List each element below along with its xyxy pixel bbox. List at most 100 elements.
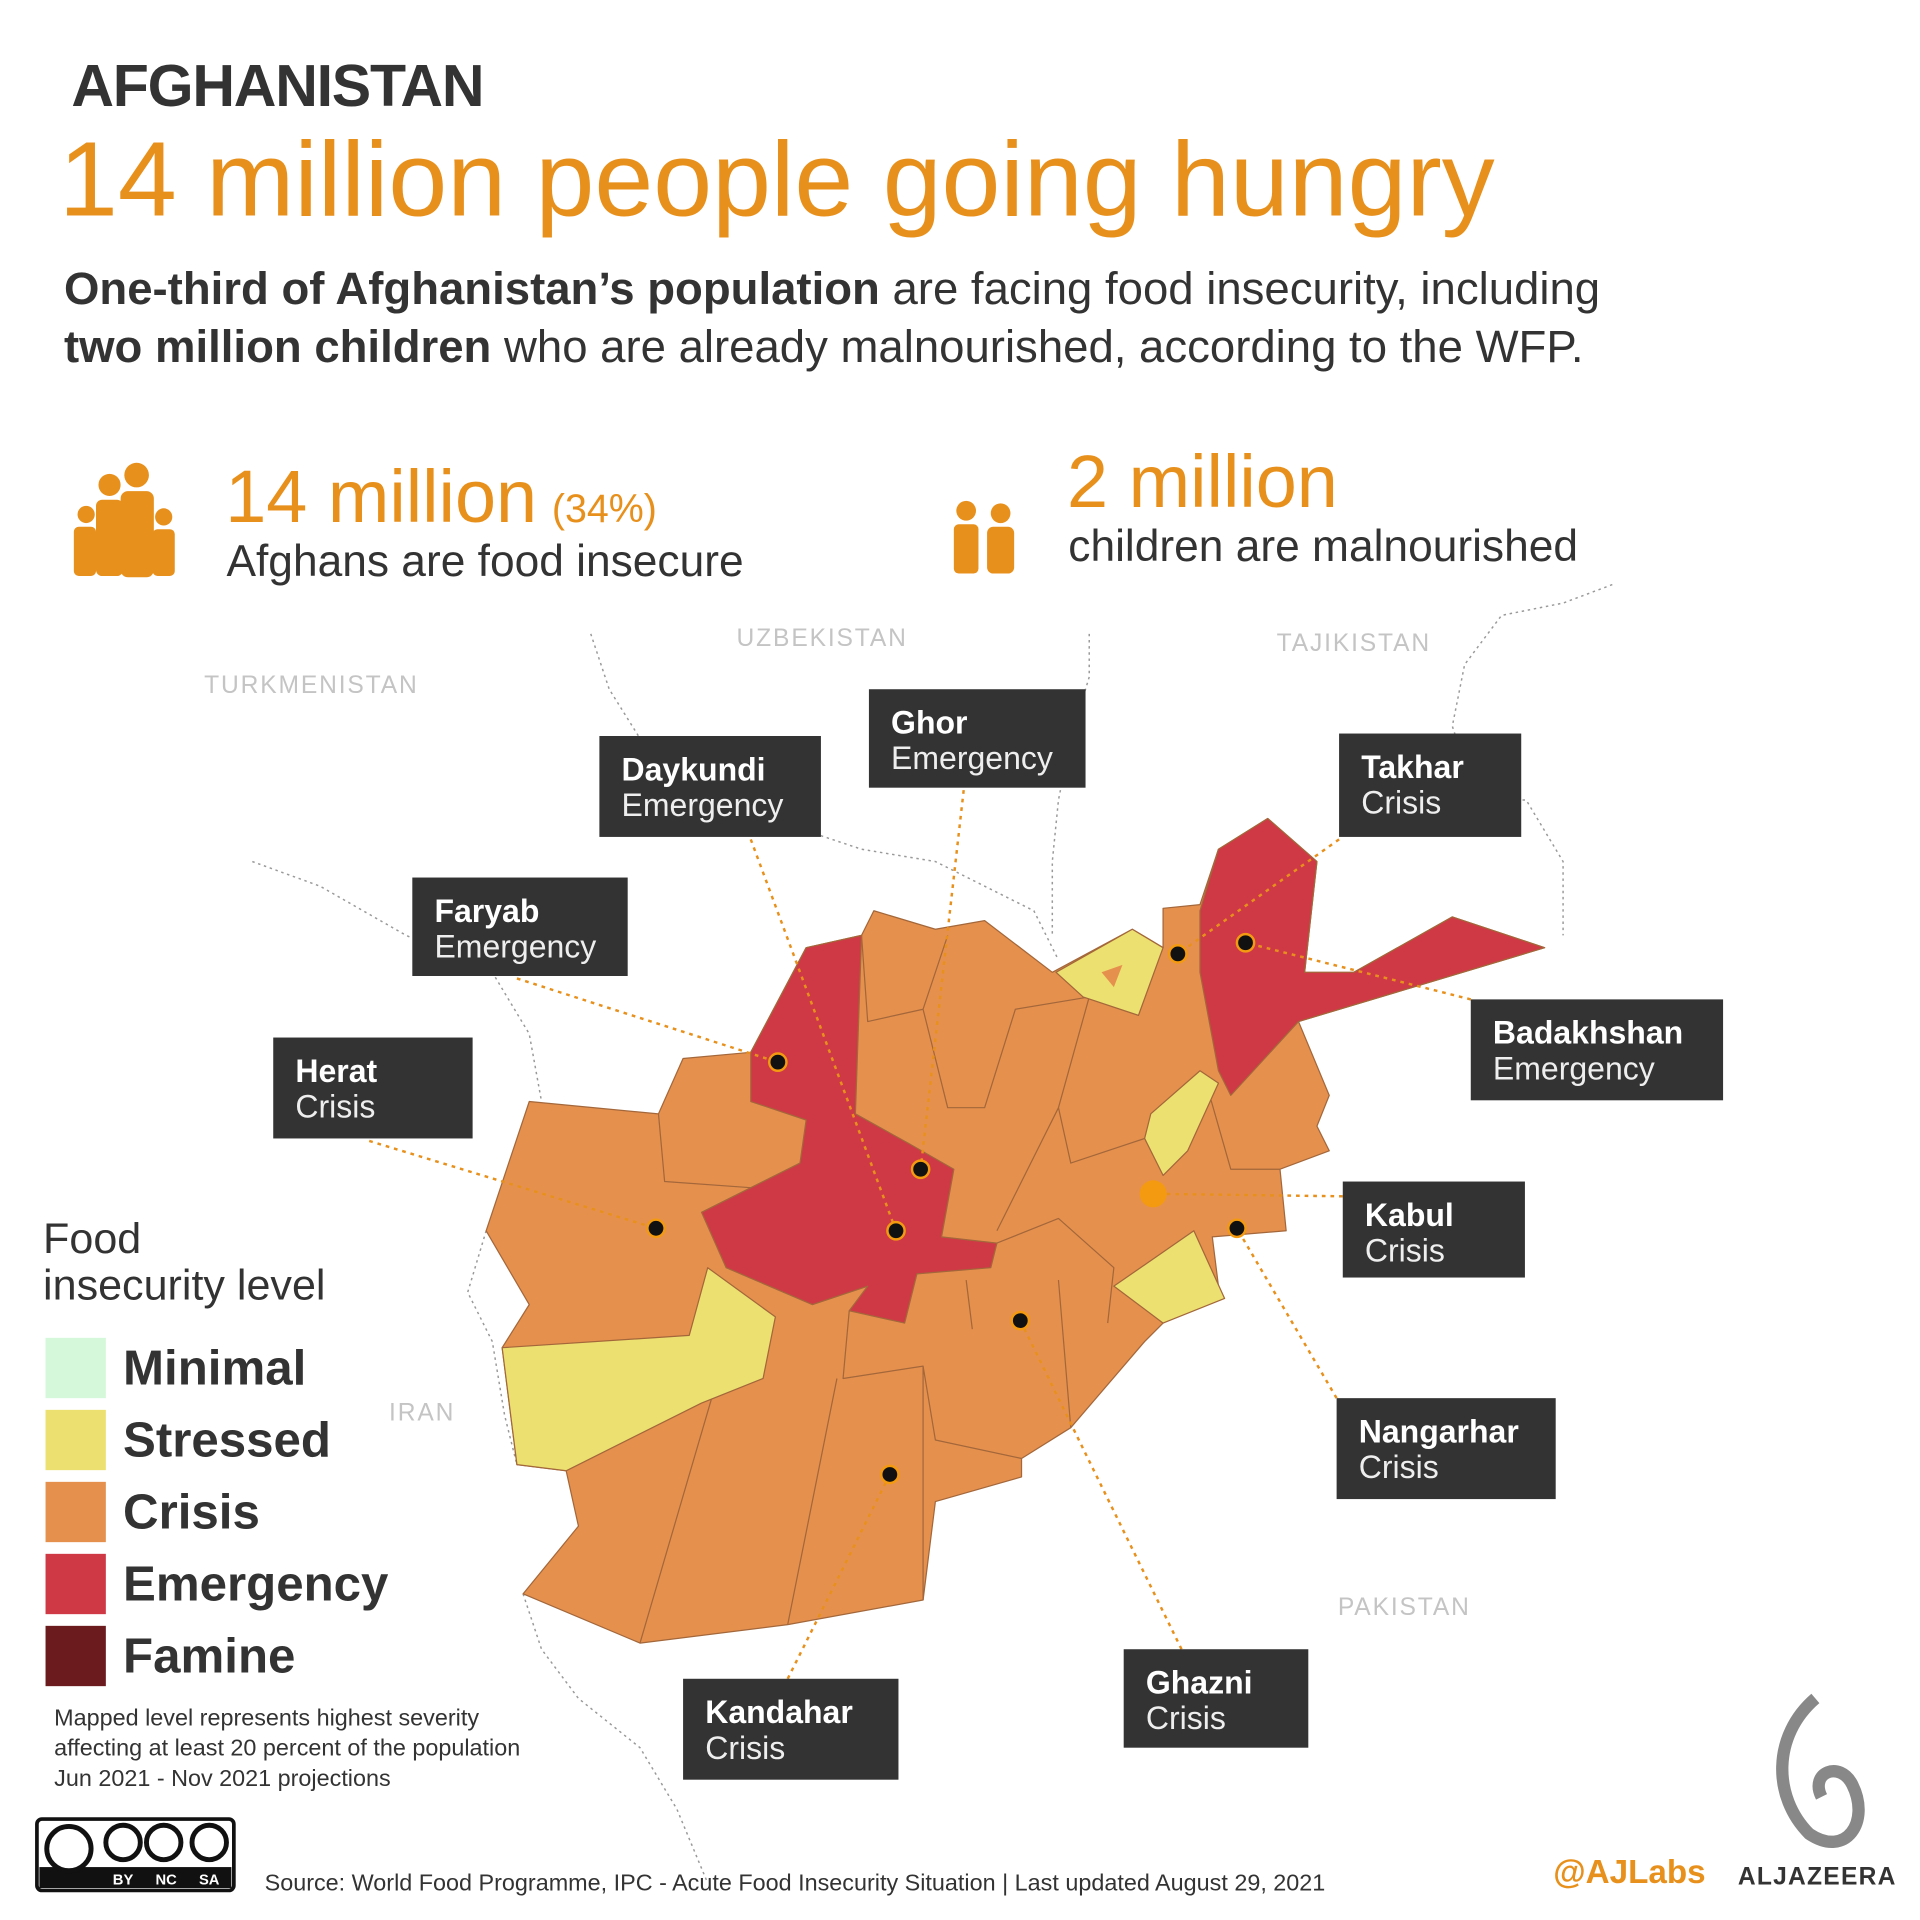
province-name: Takhar <box>1361 749 1464 785</box>
stat-note: (34%) <box>552 487 657 531</box>
province-name: Kandahar <box>705 1694 853 1730</box>
country-labels: UZBEKISTAN TAJIKISTAN TURKMENISTAN IRAN … <box>204 625 1471 1621</box>
stat-value: 14 million (34%) <box>225 455 657 538</box>
legend-label: Crisis <box>123 1485 260 1540</box>
country-label: PAKISTAN <box>1338 1594 1471 1621</box>
province-name: Faryab <box>434 893 539 929</box>
province-name: Nangarhar <box>1359 1413 1519 1449</box>
province-marker <box>886 1220 906 1241</box>
note-line: affecting at least 20 percent of the pop… <box>54 1735 520 1761</box>
map <box>485 817 1546 1644</box>
legend-title: Food insecurity level <box>43 1215 325 1310</box>
province-level: Emergency <box>1493 1050 1655 1086</box>
stat-label: children are malnourished <box>1068 522 1578 571</box>
leader-line <box>1235 1227 1338 1399</box>
license-label: NC <box>155 1872 177 1888</box>
leader-line <box>786 1473 891 1680</box>
province-marker <box>1235 932 1256 953</box>
leader-line <box>368 1139 657 1230</box>
leader-line <box>919 790 965 1170</box>
region <box>1144 1070 1220 1176</box>
province-name: Kabul <box>1365 1197 1454 1233</box>
note-line: Jun 2021 - Nov 2021 projections <box>54 1765 391 1791</box>
legend-label: Emergency <box>123 1557 389 1612</box>
callout-box <box>1123 1649 1309 1748</box>
province-level: Crisis <box>1361 785 1441 821</box>
region <box>1113 1230 1226 1324</box>
province-callouts: GhorEmergencyDaykundiEmergencyFaryabEmer… <box>273 689 1724 1780</box>
leader-line <box>749 838 898 1232</box>
stat-value: 2 million <box>1067 440 1338 523</box>
province-level: Emergency <box>622 787 784 823</box>
license-label: SA <box>199 1872 220 1888</box>
source: Source: World Food Programme, IPC - Acut… <box>265 1869 1326 1895</box>
province-level: Crisis <box>1146 1700 1226 1736</box>
callout-box <box>683 1678 899 1780</box>
intro-line: two million children who are already mal… <box>64 321 1583 372</box>
callout-box <box>1339 733 1522 837</box>
province-marker <box>768 1052 788 1072</box>
legend-swatch <box>45 1553 106 1615</box>
stat-label: Afghans are food insecure <box>226 537 743 586</box>
note-line: Mapped level represents highest severity <box>54 1705 479 1731</box>
legend-title-line: insecurity level <box>43 1262 325 1310</box>
country-label: IRAN <box>389 1399 455 1426</box>
family-icon <box>73 462 175 578</box>
callout-box <box>599 736 821 837</box>
province-name: Daykundi <box>622 751 766 787</box>
province-level: Crisis <box>705 1730 785 1766</box>
callout-box <box>273 1037 473 1139</box>
legend-swatch <box>45 1409 106 1471</box>
province-level: Emergency <box>434 929 596 965</box>
intro-segment: are facing food insecurity, including <box>880 263 1600 314</box>
province-level: Crisis <box>1359 1449 1439 1485</box>
legend-swatch <box>45 1481 106 1543</box>
province-level: Emergency <box>891 740 1053 776</box>
legend-label: Famine <box>123 1629 295 1684</box>
province-name: Badakhshan <box>1493 1015 1683 1051</box>
province-name: Ghazni <box>1146 1665 1253 1701</box>
legend-label: Stressed <box>123 1413 331 1468</box>
intro-line: One-third of Afghanistan’s population ar… <box>64 263 1600 314</box>
intro-segment: One-third of Afghanistan’s population <box>64 263 880 314</box>
legend: Minimal Stressed Crisis Emergency Famine <box>45 1337 389 1687</box>
stat-value: 14 million <box>225 455 537 538</box>
province-marker <box>1010 1310 1031 1331</box>
country-label: TURKMENISTAN <box>204 672 418 699</box>
legend-swatch <box>45 1337 106 1399</box>
country-heading: AFGHANISTAN <box>71 53 483 119</box>
leader-line <box>1019 1320 1183 1650</box>
callout-box <box>412 877 628 976</box>
province-marker <box>1227 1218 1247 1239</box>
region <box>1199 817 1546 1096</box>
region <box>501 1267 777 1472</box>
country-label: TAJIKISTAN <box>1277 630 1431 657</box>
province-name: Ghor <box>891 705 967 741</box>
leader-line <box>1177 838 1340 955</box>
intro-segment: who are already malnourished, according … <box>491 321 1583 372</box>
children-icon <box>953 500 1015 574</box>
province-marker <box>1168 944 1188 964</box>
capital-marker <box>1139 1180 1167 1208</box>
logo <box>1776 1693 1865 1848</box>
brand: ALJAZEERA <box>1738 1863 1897 1890</box>
legend-label: Minimal <box>123 1341 306 1396</box>
region <box>700 934 998 1324</box>
callout-box <box>1342 1181 1525 1278</box>
license-label: BY <box>113 1872 134 1888</box>
callout-box <box>868 689 1086 788</box>
borders <box>252 583 1613 1884</box>
callout-box <box>1336 1398 1556 1500</box>
legend-swatch <box>45 1625 106 1687</box>
province-level: Crisis <box>1365 1233 1445 1269</box>
leader-line <box>516 977 779 1064</box>
province-level: Crisis <box>295 1089 375 1125</box>
license-badge: BY NC SA <box>35 1817 236 1893</box>
province-marker <box>880 1464 900 1485</box>
intro-segment: two million children <box>64 321 491 372</box>
note: Mapped level represents highest severity… <box>54 1705 520 1791</box>
callout-box <box>1470 999 1724 1101</box>
province-marker <box>646 1218 666 1239</box>
title: 14 million people going hungry <box>59 120 1495 238</box>
